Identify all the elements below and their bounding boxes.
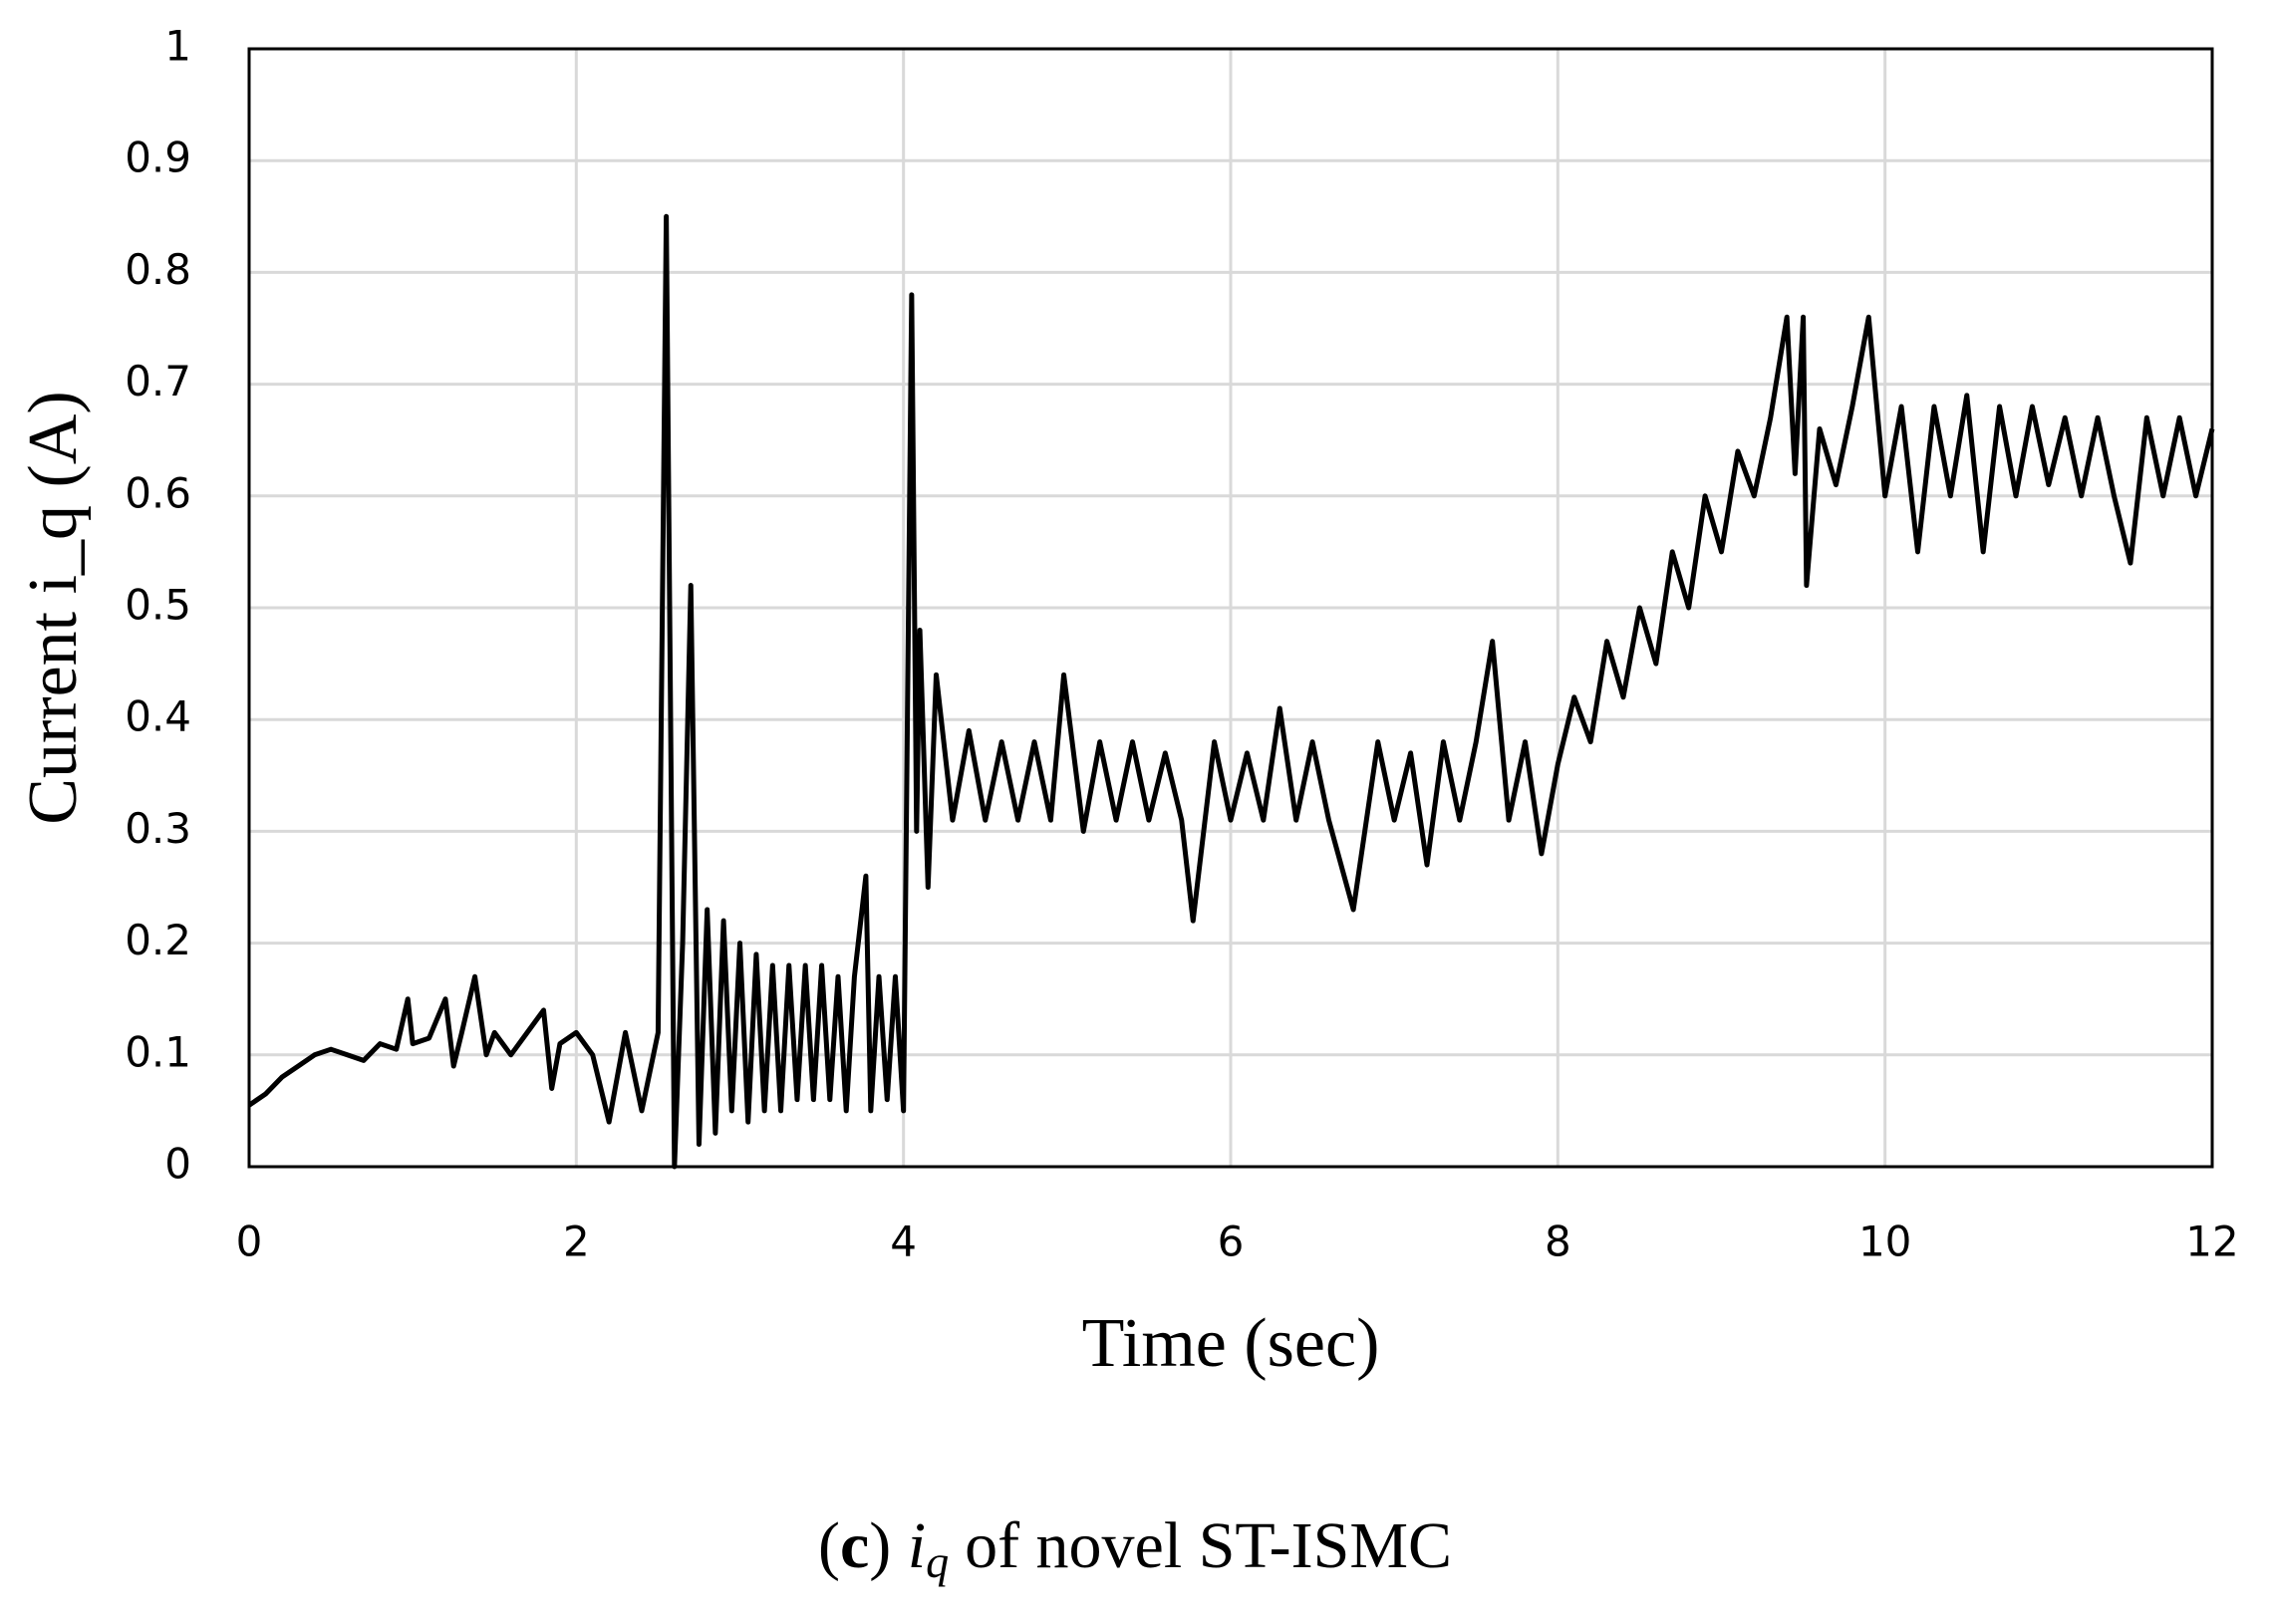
plot — [247, 213, 2215, 1170]
y-tick-label: 0.8 — [125, 245, 191, 294]
tick-labels: 00.10.20.30.40.50.60.70.80.910 2 4 6 8 10 12 — [125, 22, 2239, 1266]
y-axis-label: Current i_q (A) — [15, 391, 92, 824]
x-tick-label: 0 — [236, 1218, 263, 1266]
x-tick-label: 12 — [2185, 1218, 2238, 1266]
caption-text: of novel ST-ISMC — [965, 1509, 1452, 1582]
y-tick-label: 1 — [164, 22, 191, 71]
y-tick-label: 0.4 — [125, 692, 191, 741]
y-tick-label: 0 — [164, 1140, 191, 1189]
x-tick-label: 2 — [563, 1218, 590, 1266]
caption-subscript: q — [926, 1536, 949, 1587]
y-tick-label: 0.2 — [125, 916, 191, 964]
y-tick-label: 0.6 — [125, 468, 191, 517]
y-tick-label: 0.7 — [125, 357, 191, 406]
y-tick-label: 0.1 — [125, 1027, 191, 1076]
plot-frame — [247, 47, 2214, 1169]
caption-open: ( — [818, 1509, 840, 1582]
y-tick-label: 0.9 — [125, 134, 191, 182]
x-tick-label: 6 — [1218, 1218, 1245, 1266]
caption-label: c — [840, 1509, 869, 1582]
data-line — [247, 213, 2215, 1170]
caption: (c) iq of novel ST-ISMC — [818, 1509, 1452, 1586]
x-tick-label: 4 — [890, 1218, 917, 1266]
y-tick-label: 0.3 — [125, 804, 191, 853]
x-tick-label: 8 — [1545, 1218, 1571, 1266]
x-axis-label: Time (sec) — [1082, 1305, 1380, 1382]
caption-symbol: i — [908, 1509, 926, 1582]
y-tick-label: 0.5 — [125, 581, 191, 630]
caption-close: ) — [869, 1509, 891, 1582]
x-tick-label: 10 — [1858, 1218, 1911, 1266]
